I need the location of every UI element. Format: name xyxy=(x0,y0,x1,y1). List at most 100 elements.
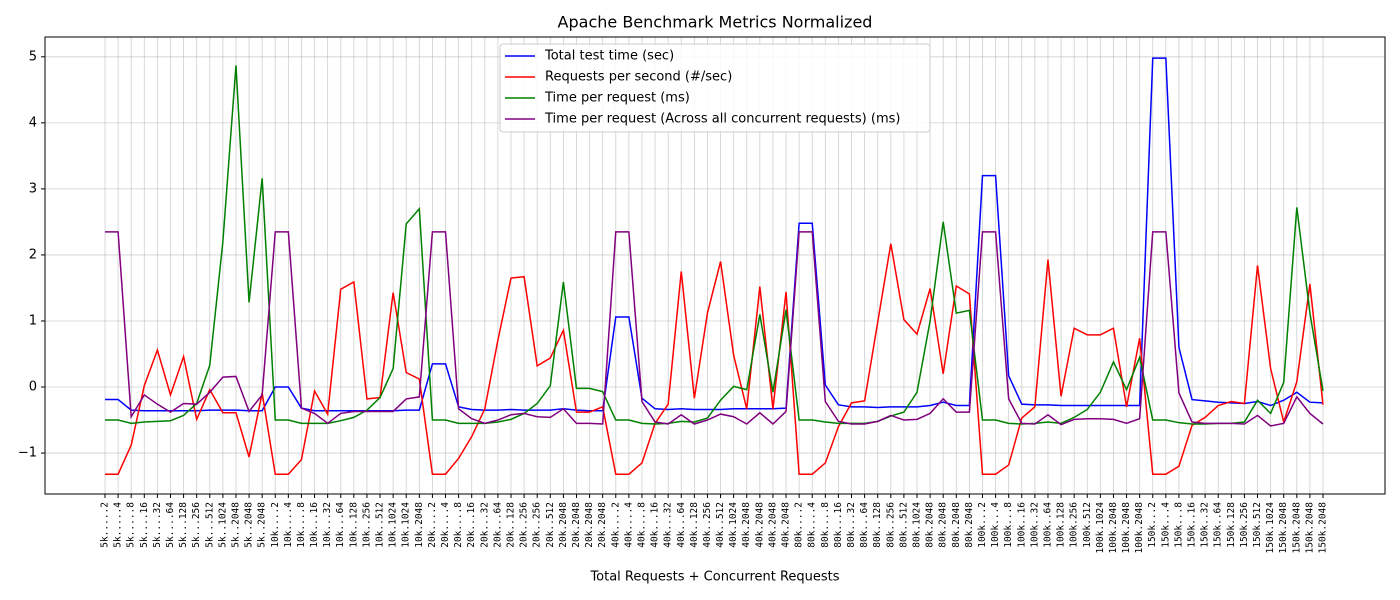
x-tick-label: 40k...16 xyxy=(650,502,661,548)
x-tick-label: 40k..256 xyxy=(702,502,713,548)
series-line xyxy=(105,231,1324,427)
x-tick-label: 40k...64 xyxy=(676,502,687,548)
x-tick-label: 40k.2048 xyxy=(741,502,752,548)
x-tick-label: 100k...8 xyxy=(1003,502,1014,548)
x-tick-label: 5k....32 xyxy=(152,502,163,548)
x-tick-label: 100k...4 xyxy=(990,502,1001,548)
x-tick-label: 80k....2 xyxy=(794,502,805,548)
y-tick-label: 2 xyxy=(29,247,37,262)
x-tick-label: 40k....8 xyxy=(636,502,647,548)
y-tick-label: 5 xyxy=(29,49,37,64)
x-tick-label: 150k..32 xyxy=(1200,502,1211,548)
x-tick-label: 20k.2048 xyxy=(558,502,569,548)
x-tick-label: 150k...8 xyxy=(1173,502,1184,548)
x-tick-label: 80k....8 xyxy=(820,502,831,548)
x-tick-label: 20k..128 xyxy=(506,502,517,548)
x-tick-label: 80k..512 xyxy=(898,502,909,548)
x-tick-label: 5k..1024 xyxy=(217,502,228,548)
x-tick-label: 5k....16 xyxy=(139,502,150,548)
x-tick-label: 40k....4 xyxy=(623,502,634,548)
x-tick-label: 10k....4 xyxy=(283,502,294,548)
y-tick-label: 4 xyxy=(29,115,37,130)
x-tick-label: 100k.2048 xyxy=(1108,502,1119,554)
x-tick-label: 10k..256 xyxy=(361,502,372,548)
x-tick-label: 5k...256 xyxy=(191,502,202,548)
plot-frame xyxy=(44,36,1386,495)
x-tick-label: 100k.2048 xyxy=(1121,502,1132,554)
x-tick-label: 20k.2048 xyxy=(584,502,595,548)
x-tick-label: 10k.2048 xyxy=(414,502,425,548)
x-tick-label: 80k.2048 xyxy=(925,502,936,548)
x-tick-label: 80k..128 xyxy=(872,502,883,548)
y-tick-label: 0 xyxy=(29,380,37,395)
chart-title: Apache Benchmark Metrics Normalized xyxy=(558,13,873,32)
x-tick-label: 10k..128 xyxy=(348,502,359,548)
x-tick-label: 40k...32 xyxy=(663,502,674,548)
x-tick-label: 100k.512 xyxy=(1082,502,1093,548)
x-tick-label: 150k..16 xyxy=(1187,502,1198,548)
x-tick-label: 150k...2 xyxy=(1147,502,1158,548)
x-tick-label: 80k...32 xyxy=(846,502,857,548)
x-tick-label: 40k.2048 xyxy=(781,502,792,548)
x-tick-label: 40k..512 xyxy=(715,502,726,548)
legend-label: Time per request (Across all concurrent … xyxy=(544,112,900,127)
x-tick-label: 150k.256 xyxy=(1239,502,1250,548)
x-tick-label: 5k..2048 xyxy=(230,502,241,548)
x-tick-label: 20k...64 xyxy=(492,502,503,548)
x-tick-label: 150k.2048 xyxy=(1291,502,1302,554)
x-tick-label: 10k.1024 xyxy=(388,502,399,548)
x-tick-label: 40k.2048 xyxy=(767,502,778,548)
x-tick-label: 5k...512 xyxy=(204,502,215,548)
x-tick-label: 150k.2048 xyxy=(1278,502,1289,554)
series-line xyxy=(105,65,1324,425)
x-tick-label: 5k...128 xyxy=(178,502,189,548)
x-tick-label: 10k...32 xyxy=(322,502,333,548)
x-tick-label: 20k..512 xyxy=(545,502,556,548)
x-tick-label: 40k.1024 xyxy=(728,502,739,548)
x-tick-label: 100k..16 xyxy=(1016,502,1027,548)
x-tick-label: 10k...16 xyxy=(309,502,320,548)
x-tick-label: 5k.....2 xyxy=(100,502,111,548)
x-tick-label: 100k.128 xyxy=(1056,502,1067,548)
x-tick-label: 5k.....4 xyxy=(113,502,124,548)
x-tick-label: 10k..512 xyxy=(375,502,386,548)
x-tick-label: 40k.2048 xyxy=(754,502,765,548)
x-tick-label: 40k..128 xyxy=(689,502,700,548)
x-tick-label: 20k.2048 xyxy=(597,502,608,548)
x-tick-label: 20k..256 xyxy=(532,502,543,548)
x-tick-label: 40k....2 xyxy=(610,502,621,548)
x-tick-label: 150k...4 xyxy=(1160,502,1171,548)
x-tick-label: 80k...64 xyxy=(859,502,870,548)
x-tick-label: 80k..256 xyxy=(885,502,896,548)
x-tick-label: 150k.2048 xyxy=(1318,502,1329,554)
x-tick-label: 5k..2048 xyxy=(257,502,268,548)
x-tick-label: 5k....64 xyxy=(165,502,176,548)
x-tick-label: 10k.1024 xyxy=(401,502,412,548)
x-tick-label: 20k...16 xyxy=(466,502,477,548)
x-tick-label: 10k...64 xyxy=(335,502,346,548)
x-axis-label: Total Requests + Concurrent Requests xyxy=(589,570,839,585)
x-tick-label: 10k....8 xyxy=(296,502,307,548)
x-tick-label: 5k.....8 xyxy=(126,502,137,548)
x-tick-label: 100k.2048 xyxy=(1134,502,1145,554)
x-tick-label: 80k.2048 xyxy=(938,502,949,548)
x-tick-label: 150k..64 xyxy=(1213,502,1224,548)
x-tick-label: 20k..256 xyxy=(519,502,530,548)
x-tick-label: 20k....8 xyxy=(453,502,464,548)
x-tick-label: 20k....2 xyxy=(427,502,438,548)
y-tick-label: −1 xyxy=(18,446,37,461)
x-tick-label: 100k..64 xyxy=(1042,502,1053,548)
x-tick-label: 100k..32 xyxy=(1029,502,1040,548)
x-tick-label: 10k....2 xyxy=(270,502,281,548)
legend-label: Total test time (sec) xyxy=(544,49,674,64)
x-tick-label: 100k.1024 xyxy=(1095,502,1106,554)
x-tick-label: 80k.2048 xyxy=(964,502,975,548)
y-tick-label: 3 xyxy=(29,181,37,196)
x-tick-label: 100k...2 xyxy=(977,502,988,548)
legend-box xyxy=(499,43,931,133)
legend-label: Time per request (ms) xyxy=(544,91,690,106)
x-tick-label: 150k.1024 xyxy=(1265,502,1276,554)
x-tick-label: 150k.512 xyxy=(1252,502,1263,548)
x-tick-label: 80k.2048 xyxy=(951,502,962,548)
